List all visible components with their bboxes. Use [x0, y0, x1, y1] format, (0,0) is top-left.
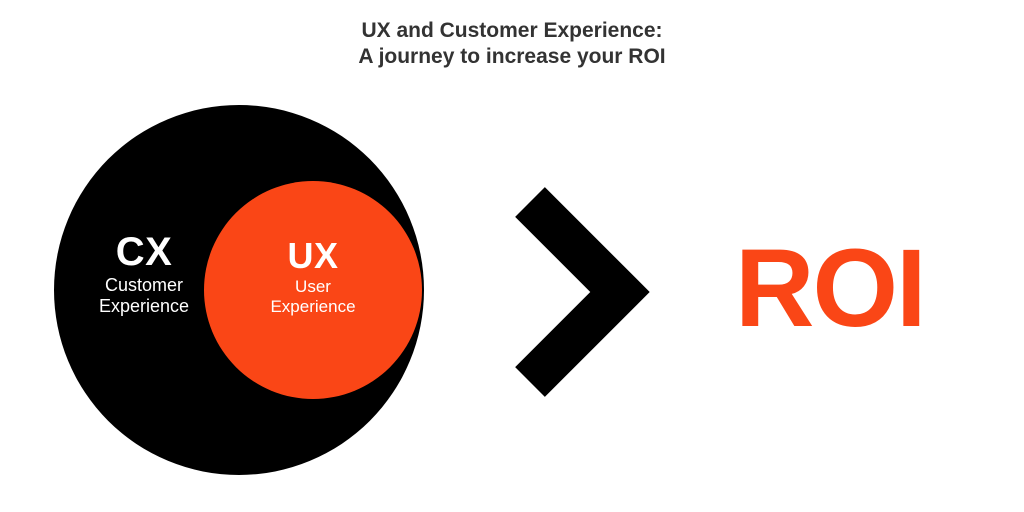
cx-abbr: CX	[64, 230, 224, 275]
page-title: UX and Customer Experience: A journey to…	[0, 18, 1024, 71]
cx-label: CX Customer Experience	[64, 230, 224, 317]
ux-label: UX User Experience	[233, 235, 393, 317]
title-line-1: UX and Customer Experience:	[0, 18, 1024, 44]
roi-text: ROI	[735, 225, 925, 352]
ux-abbr: UX	[233, 235, 393, 277]
cx-subtitle-line-2: Experience	[64, 296, 224, 317]
ux-subtitle-line-2: Experience	[233, 297, 393, 317]
title-line-2: A journey to increase your ROI	[0, 44, 1024, 70]
cx-subtitle-line-1: Customer	[64, 275, 224, 296]
chevron-right-icon	[500, 182, 650, 402]
ux-subtitle-line-1: User	[233, 277, 393, 297]
